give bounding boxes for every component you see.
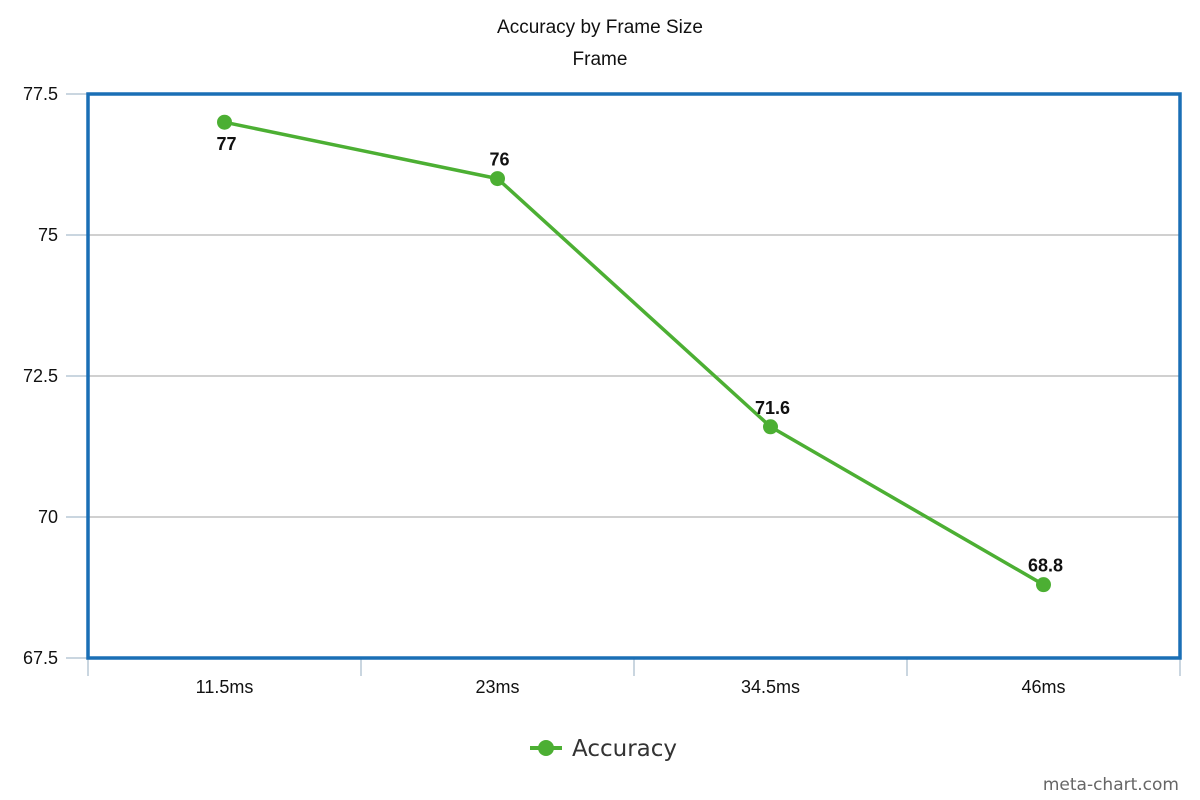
data-label: 68.8	[1028, 556, 1063, 576]
plot-frame	[86, 92, 1182, 660]
x-axis: 11.5ms 23ms 34.5ms 46ms	[87, 658, 1181, 697]
data-point	[1036, 577, 1051, 593]
y-tick-label: 75	[38, 225, 58, 245]
chart-title: Accuracy by Frame Size	[497, 17, 703, 38]
data-label: 77	[216, 134, 236, 154]
y-tick-label: 77.5	[23, 84, 58, 104]
y-axis: 67.5 70 72.5 75 77.5	[23, 84, 88, 668]
credit-watermark[interactable]: meta-chart.com	[1043, 775, 1179, 795]
y-tick-label: 67.5	[23, 648, 58, 668]
data-point	[217, 114, 232, 130]
x-tick-label: 11.5ms	[196, 677, 254, 697]
x-tick-label: 34.5ms	[741, 677, 800, 697]
data-labels: 77 76 71.6 68.8	[216, 134, 1063, 575]
legend[interactable]: Accuracy	[530, 736, 677, 762]
x-tick-label: 46ms	[1021, 677, 1065, 697]
x-tick-label: 23ms	[475, 677, 519, 697]
gridlines	[88, 93, 1180, 659]
data-label: 71.6	[755, 398, 790, 418]
data-label: 76	[489, 150, 509, 170]
legend-marker	[538, 740, 554, 756]
chart-subtitle: Frame	[573, 49, 628, 70]
y-tick-label: 70	[38, 507, 58, 527]
series-accuracy	[217, 114, 1051, 593]
data-point	[490, 171, 505, 187]
legend-label-accuracy: Accuracy	[572, 736, 677, 762]
data-point	[763, 419, 778, 435]
y-tick-label: 72.5	[23, 366, 58, 386]
series-line	[224, 120, 1045, 587]
